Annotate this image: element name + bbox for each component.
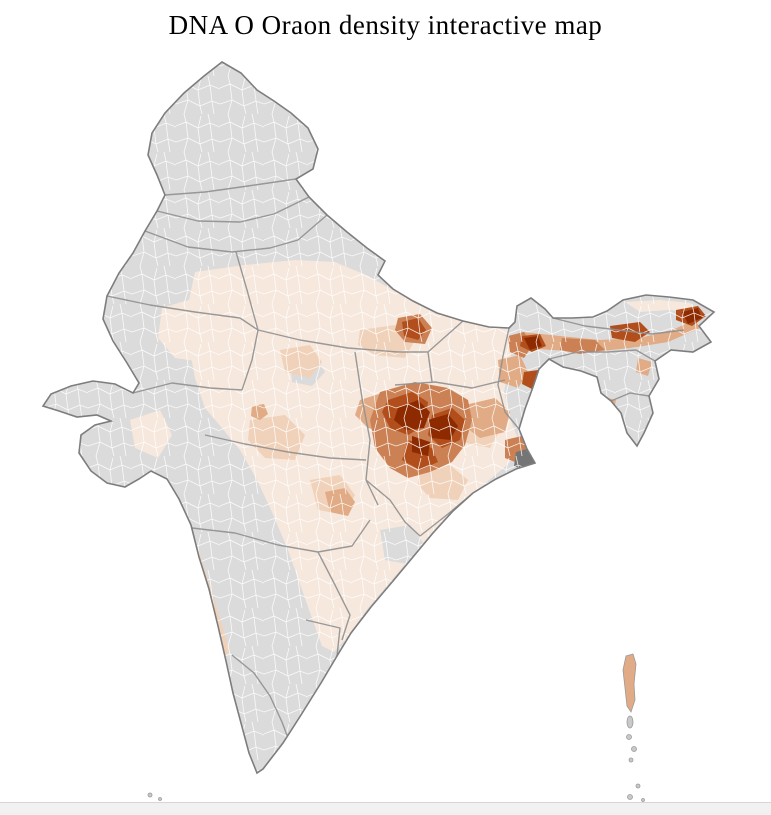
- andaman-dot-2[interactable]: [631, 746, 637, 752]
- lakshadweep-dot-1[interactable]: [147, 792, 153, 798]
- nicobar-dot-2[interactable]: [627, 794, 633, 800]
- map-title: DNA O Oraon density interactive map: [168, 10, 603, 40]
- bottom-bar: [0, 802, 771, 815]
- andaman-island-2[interactable]: [626, 715, 634, 729]
- state-boundaries: [106, 178, 685, 747]
- andaman-dot-1[interactable]: [626, 734, 632, 740]
- nicobar-dot-3[interactable]: [641, 798, 645, 802]
- lakshadweep-islands[interactable]: [147, 792, 162, 801]
- andaman-nicobar-islands[interactable]: [622, 653, 645, 802]
- andaman-main-island[interactable]: [622, 653, 637, 713]
- nicobar-dot-1[interactable]: [635, 783, 641, 789]
- andaman-dot-3[interactable]: [628, 757, 634, 763]
- district-boundaries-mesh: [43, 62, 714, 773]
- lakshadweep-dot-2[interactable]: [158, 797, 162, 801]
